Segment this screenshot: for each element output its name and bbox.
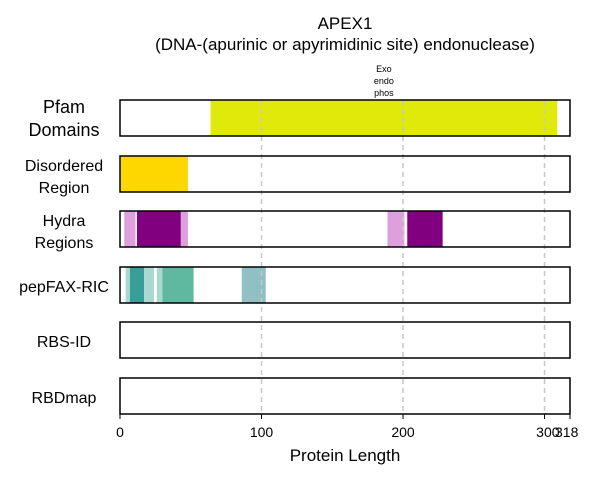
track-background: [120, 211, 570, 247]
track-background: [120, 156, 570, 192]
chart-subtitle: (DNA-(apurinic or apyrimidinic site) end…: [155, 35, 535, 54]
x-tick-label-0: 0: [116, 424, 124, 440]
x-tick-label-100: 100: [250, 424, 274, 440]
track-disordered-region: [120, 156, 570, 192]
x-axis-label: Protein Length: [290, 446, 401, 465]
track-background: [120, 378, 570, 414]
hydra-regions-segment-1: [135, 211, 137, 247]
track-frame: [119, 321, 571, 359]
track-label-line: Regions: [35, 235, 94, 252]
tracks-layer: Exo endo phos: [120, 64, 570, 414]
hydra-regions-segment-6: [407, 211, 443, 247]
track-frame: [119, 155, 571, 193]
disordered-region-segment-0: [120, 156, 188, 192]
pepfax-ric-segment-2: [144, 267, 154, 303]
track-rbs-id: [120, 322, 570, 358]
segment-label-line: endo: [374, 76, 394, 86]
pepfax-ric-segment-1: [129, 267, 145, 303]
hydra-regions-segment-2: [136, 211, 181, 247]
track-label-rbs-id: RBS-ID: [37, 334, 91, 351]
track-label-disordered-region: Disordered Region: [25, 158, 103, 197]
track-pfam-domains: Exo endo phos: [120, 64, 570, 136]
track-frame: [119, 99, 571, 137]
grid-layer: [260, 100, 546, 414]
track-frame: [119, 377, 571, 415]
track-frame: [119, 266, 571, 304]
pfam-domains-segment-label: Exo endo phos: [374, 64, 394, 98]
track-label-line: Domains: [28, 120, 99, 140]
frame-layer: [119, 99, 571, 415]
track-label-line: Region: [39, 180, 90, 197]
track-pepfax-ric: [120, 267, 570, 303]
track-background: [120, 322, 570, 358]
label-layer: Pfam Domains Disordered Region Hydra Regions p…: [19, 97, 109, 407]
segment-label-line: Exo: [376, 64, 392, 74]
track-rbdmap: [120, 378, 570, 414]
track-label-line: Disordered: [25, 158, 103, 175]
hydra-regions-segment-4: [387, 211, 405, 247]
track-label-pepfax-ric: pepFAX-RIC: [19, 279, 109, 296]
pepfax-ric-segment-0: [125, 267, 130, 303]
track-label-pfam-domains: Pfam Domains: [28, 97, 99, 140]
track-label-line: Hydra: [43, 213, 86, 230]
pepfax-ric-segment-3: [156, 267, 163, 303]
track-label-hydra-regions: Hydra Regions: [35, 213, 94, 252]
pepfax-ric-segment-4: [162, 267, 194, 303]
segment-label-line: phos: [374, 88, 394, 98]
x-tick-label-300: 300: [536, 424, 560, 440]
track-label-rbdmap: RBDmap: [32, 390, 97, 407]
track-label-line: Pfam: [43, 97, 85, 117]
x-tick-label-318: 318: [555, 424, 579, 440]
x-tick-label-200: 200: [391, 424, 415, 440]
track-hydra-regions: [120, 211, 570, 247]
chart-title: APEX1: [318, 14, 373, 33]
track-frame: [119, 210, 571, 248]
hydra-regions-segment-0: [124, 211, 136, 247]
hydra-regions-segment-5: [404, 211, 408, 247]
track-background: [120, 267, 570, 303]
pfam-domains-segment-0: [210, 100, 558, 136]
hydra-regions-segment-3: [180, 211, 188, 247]
